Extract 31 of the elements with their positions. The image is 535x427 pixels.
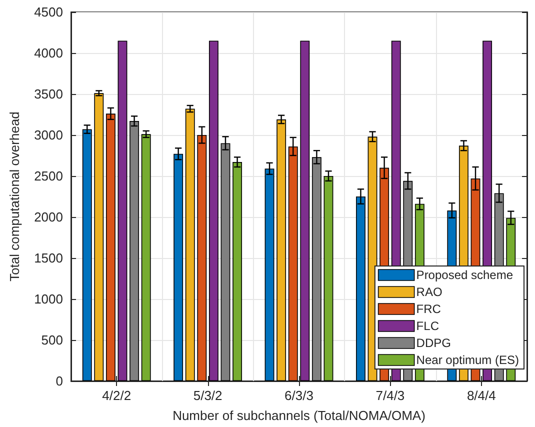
bar bbox=[276, 119, 286, 381]
y-tick-label: 0 bbox=[56, 374, 63, 388]
bar bbox=[185, 108, 195, 381]
legend-label: FLC bbox=[416, 319, 440, 333]
bar bbox=[300, 40, 310, 381]
y-tick-label: 500 bbox=[41, 332, 63, 348]
y-tick-label: 2500 bbox=[34, 168, 63, 184]
y-axis-title: Total computational overhead bbox=[7, 112, 22, 282]
x-tick-label: 8/4/4 bbox=[466, 388, 496, 403]
y-tick-label: 4500 bbox=[34, 4, 63, 20]
x-axis-title: Number of subchannels (Total/NOMA/OMA) bbox=[172, 408, 426, 423]
x-tick-label: 4/2/2 bbox=[102, 388, 132, 403]
y-tick-label: 1500 bbox=[34, 250, 63, 266]
y-tick-label: 2000 bbox=[34, 210, 63, 224]
y-tick-label: 1000 bbox=[34, 292, 63, 306]
legend-label: DDPG bbox=[416, 336, 451, 350]
y-tick-label: 4000 bbox=[34, 46, 63, 60]
bar bbox=[118, 40, 128, 381]
legend-label: RAO bbox=[416, 285, 442, 299]
legend-label: FRC bbox=[416, 302, 442, 316]
bar bbox=[208, 40, 218, 381]
x-tick-label: 5/3/2 bbox=[193, 388, 222, 403]
bar bbox=[94, 93, 104, 381]
legend-label: Proposed scheme bbox=[416, 268, 514, 282]
y-tick-label: 3500 bbox=[34, 86, 63, 102]
x-tick-label: 6/3/3 bbox=[284, 388, 314, 403]
bar bbox=[82, 129, 92, 381]
y-tick-label: 3000 bbox=[34, 128, 63, 142]
legend-label: Near optimum (ES) bbox=[416, 353, 520, 367]
bar bbox=[141, 134, 151, 381]
x-tick-label: 7/4/3 bbox=[376, 388, 405, 403]
